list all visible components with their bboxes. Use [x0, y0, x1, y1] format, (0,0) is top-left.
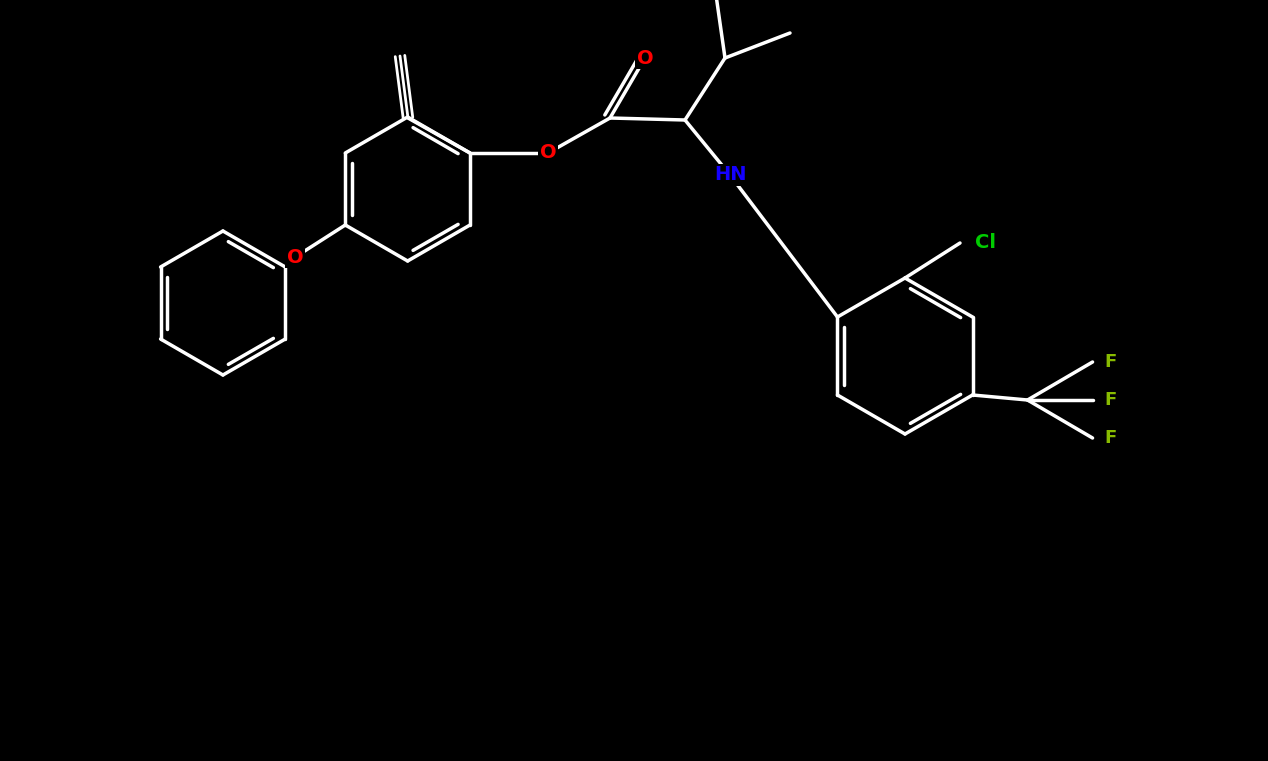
- Text: F: F: [1104, 391, 1117, 409]
- Text: F: F: [1104, 429, 1117, 447]
- Text: O: O: [637, 49, 653, 68]
- Text: O: O: [287, 247, 303, 266]
- Text: Cl: Cl: [975, 234, 995, 253]
- Text: HN: HN: [714, 165, 747, 184]
- Text: O: O: [540, 144, 557, 163]
- Text: F: F: [1104, 353, 1117, 371]
